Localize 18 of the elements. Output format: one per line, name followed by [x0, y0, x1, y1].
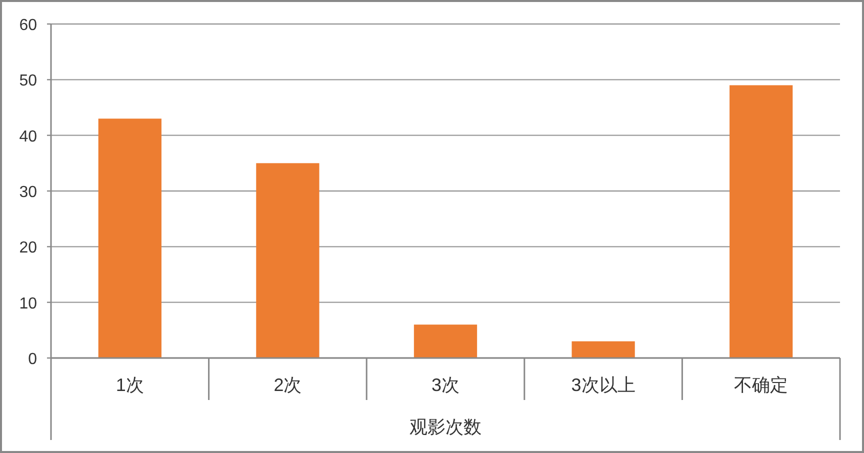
x-tick-label: 3次以上	[571, 375, 636, 395]
bar	[414, 324, 478, 358]
x-tick-label: 2次	[274, 375, 302, 395]
bar	[256, 163, 320, 358]
x-tick-label: 1次	[116, 375, 144, 395]
x-tick-label: 3次	[431, 375, 460, 395]
y-tick-label: 0	[28, 351, 38, 368]
y-tick-label: 50	[19, 72, 38, 90]
bar	[572, 341, 635, 358]
bar	[730, 85, 793, 358]
bar	[98, 118, 162, 358]
y-tick-label: 20	[19, 240, 38, 257]
y-tick-label: 30	[19, 184, 38, 201]
x-tick-label: 不确定	[734, 375, 788, 395]
y-tick-label: 40	[19, 128, 38, 146]
y-tick-label: 10	[19, 295, 38, 312]
x-axis-title: 观影次数	[410, 417, 482, 437]
y-tick-label: 60	[19, 17, 38, 34]
